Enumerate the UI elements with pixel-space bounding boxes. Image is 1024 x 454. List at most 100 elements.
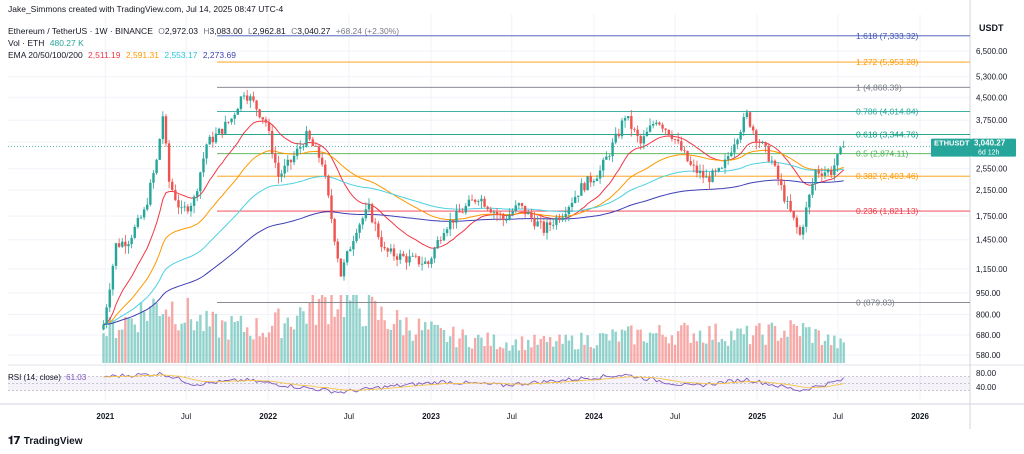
volume-bar bbox=[399, 319, 402, 363]
volume-bar bbox=[417, 318, 421, 363]
volume-bar bbox=[214, 313, 218, 363]
volume-bar bbox=[302, 311, 305, 363]
volume-bar bbox=[645, 342, 649, 363]
candle-body bbox=[286, 159, 289, 166]
volume-bar bbox=[102, 333, 105, 363]
volume-bar bbox=[436, 324, 439, 363]
price-tick-label: 680.00 bbox=[976, 331, 1001, 340]
symbol-name[interactable]: Ethereum / TetherUS · 1W · BINANCE bbox=[8, 26, 153, 36]
candle-body bbox=[776, 165, 780, 180]
candle-body bbox=[564, 214, 567, 218]
candle-body bbox=[836, 154, 839, 166]
candle-body bbox=[427, 261, 430, 264]
rsi-legend[interactable]: RSI (14, close) 61.03 bbox=[8, 372, 89, 383]
candle-body bbox=[130, 237, 133, 245]
volume-bar bbox=[380, 306, 383, 363]
volume-bar bbox=[277, 308, 280, 363]
candle-body bbox=[761, 142, 764, 144]
volume-bar bbox=[352, 295, 355, 363]
creator-credit: Jake_Simmons created with TradingView.co… bbox=[8, 4, 284, 14]
candle-body bbox=[817, 170, 820, 174]
volume-bar bbox=[489, 345, 492, 363]
volume-bar bbox=[392, 323, 396, 363]
time-tick-label: 2026 bbox=[911, 412, 929, 421]
candle-body bbox=[261, 117, 264, 120]
candle-body bbox=[264, 119, 268, 123]
candle-body bbox=[642, 136, 646, 144]
candle-body bbox=[655, 122, 658, 125]
volume-bar bbox=[211, 311, 215, 363]
fib-label-1.618: 1.618 (7,333.32) bbox=[856, 31, 919, 41]
volume-bar bbox=[567, 340, 571, 363]
candle-body bbox=[192, 196, 196, 206]
symbol-badge-text: ETHUSDT bbox=[934, 139, 970, 148]
price-tick-label: 6,500.00 bbox=[976, 47, 1008, 56]
candle-body bbox=[380, 237, 383, 247]
candle-body bbox=[108, 289, 111, 308]
candle-body bbox=[561, 217, 564, 221]
ema50-value: 2,591.31 bbox=[125, 50, 159, 60]
volume-bar bbox=[605, 333, 608, 363]
volume-bar bbox=[180, 323, 183, 363]
volume-bar bbox=[458, 338, 461, 363]
candle-body bbox=[102, 324, 105, 330]
volume-bar bbox=[742, 334, 745, 363]
volume-bar bbox=[295, 315, 299, 363]
volume-bar bbox=[514, 339, 517, 363]
time-tick-label: Jul bbox=[181, 412, 191, 421]
volume-bar bbox=[161, 314, 165, 363]
candle-body bbox=[245, 95, 249, 101]
candle-body bbox=[364, 209, 368, 219]
volume-bar bbox=[798, 336, 802, 363]
candle-body bbox=[430, 258, 433, 264]
candle-body bbox=[167, 143, 171, 182]
volume-bar bbox=[602, 333, 605, 363]
volume-bar bbox=[539, 338, 542, 363]
volume-bar bbox=[633, 344, 636, 363]
fib-label-0.786: 0.786 (4,014.84) bbox=[856, 107, 919, 117]
volume-bar bbox=[536, 344, 539, 363]
volume-bar bbox=[823, 340, 827, 363]
ema-legend[interactable]: EMA 20/50/100/200 2,511.19 2,591.31 2,55… bbox=[8, 50, 239, 61]
candle-body bbox=[783, 185, 786, 202]
volume-bar bbox=[795, 325, 799, 363]
ema-label: EMA 20/50/100/200 bbox=[8, 50, 83, 60]
symbol-badge bbox=[931, 138, 971, 157]
volume-bar bbox=[680, 325, 683, 363]
candle-body bbox=[517, 203, 521, 206]
candle-body bbox=[177, 200, 180, 208]
volume-bar bbox=[689, 342, 692, 363]
volume-bar bbox=[174, 324, 177, 363]
candle-body bbox=[452, 219, 455, 223]
volume-bar bbox=[121, 329, 124, 363]
candle-body bbox=[498, 214, 502, 216]
candle-body bbox=[511, 211, 514, 215]
volume-bar bbox=[620, 329, 624, 363]
volume-bar bbox=[186, 297, 190, 363]
fib-label-1.272: 1.272 (5,953.28) bbox=[856, 57, 919, 67]
candle-body bbox=[833, 165, 836, 175]
volume-bar bbox=[748, 344, 752, 363]
candle-body bbox=[608, 156, 611, 157]
candle-body bbox=[780, 179, 783, 186]
candle-body bbox=[114, 243, 118, 266]
candle-body bbox=[255, 100, 258, 110]
volume-bar bbox=[274, 312, 277, 363]
candle-body bbox=[786, 200, 789, 202]
volume-legend[interactable]: Vol · ETH 480.27 K bbox=[8, 38, 87, 49]
candle-body bbox=[720, 167, 724, 169]
candle-body bbox=[205, 144, 208, 159]
candle-body bbox=[630, 116, 633, 129]
price-tick-label: 580.00 bbox=[976, 351, 1001, 360]
volume-bar bbox=[455, 347, 458, 363]
volume-bar bbox=[342, 317, 346, 363]
volume-bar bbox=[711, 339, 714, 363]
candle-body bbox=[136, 218, 140, 227]
volume-bar bbox=[592, 348, 596, 363]
volume-bar bbox=[111, 320, 115, 363]
candle-body bbox=[324, 164, 327, 176]
tradingview-logo[interactable]: 𝟏𝟳 TradingView bbox=[8, 434, 83, 448]
candle-body bbox=[651, 124, 655, 126]
candle-body bbox=[220, 128, 224, 134]
